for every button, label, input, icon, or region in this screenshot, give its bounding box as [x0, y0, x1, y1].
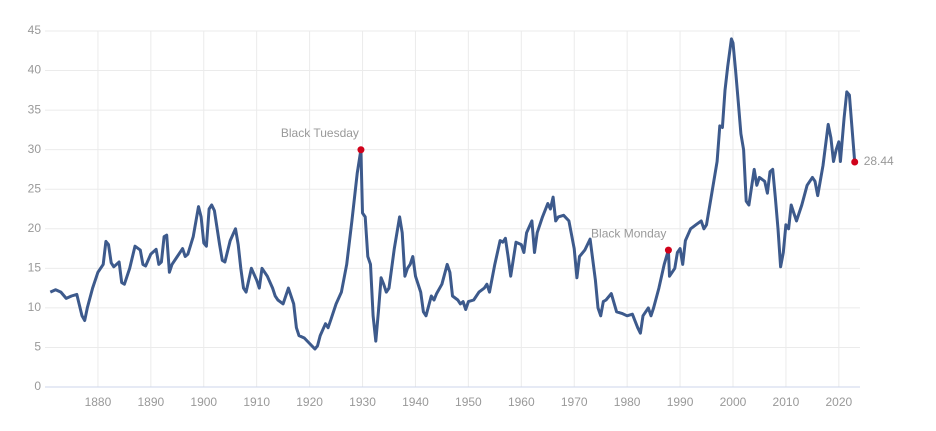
x-tick-label: 1900 — [190, 395, 217, 409]
x-tick-label: 1970 — [561, 395, 588, 409]
x-tick-label: 2000 — [720, 395, 747, 409]
x-tick-label: 2020 — [825, 395, 852, 409]
y-tick-label: 30 — [28, 142, 42, 156]
y-tick-label: 40 — [28, 63, 42, 77]
x-tick-label: 1910 — [243, 395, 270, 409]
x-tick-label: 1890 — [137, 395, 164, 409]
y-tick-label: 15 — [28, 261, 42, 275]
x-tick-label: 1950 — [455, 395, 482, 409]
last-value-label: 28.44 — [864, 154, 894, 168]
y-tick-label: 25 — [28, 181, 42, 195]
x-tick-label: 1930 — [349, 395, 376, 409]
y-tick-label: 35 — [28, 102, 42, 116]
annotation-point — [664, 246, 672, 254]
x-tick-label: 2010 — [773, 395, 800, 409]
y-tick-label: 5 — [34, 340, 41, 354]
annotation-point — [357, 146, 365, 154]
x-tick-label: 1980 — [614, 395, 641, 409]
annotation-label: Black Monday — [591, 226, 666, 240]
y-tick-label: 45 — [28, 23, 42, 37]
last-point — [851, 158, 859, 166]
y-tick-label: 10 — [28, 300, 42, 314]
y-tick-label: 0 — [34, 379, 41, 393]
x-tick-label: 1960 — [508, 395, 535, 409]
y-tick-label: 20 — [28, 221, 42, 235]
cape-line — [49, 37, 857, 351]
x-tick-label: 1920 — [296, 395, 323, 409]
x-tick-label: 1880 — [85, 395, 112, 409]
x-tick-label: 1990 — [667, 395, 694, 409]
x-tick-label: 1940 — [402, 395, 429, 409]
annotation-label: Black Tuesday — [281, 126, 359, 140]
